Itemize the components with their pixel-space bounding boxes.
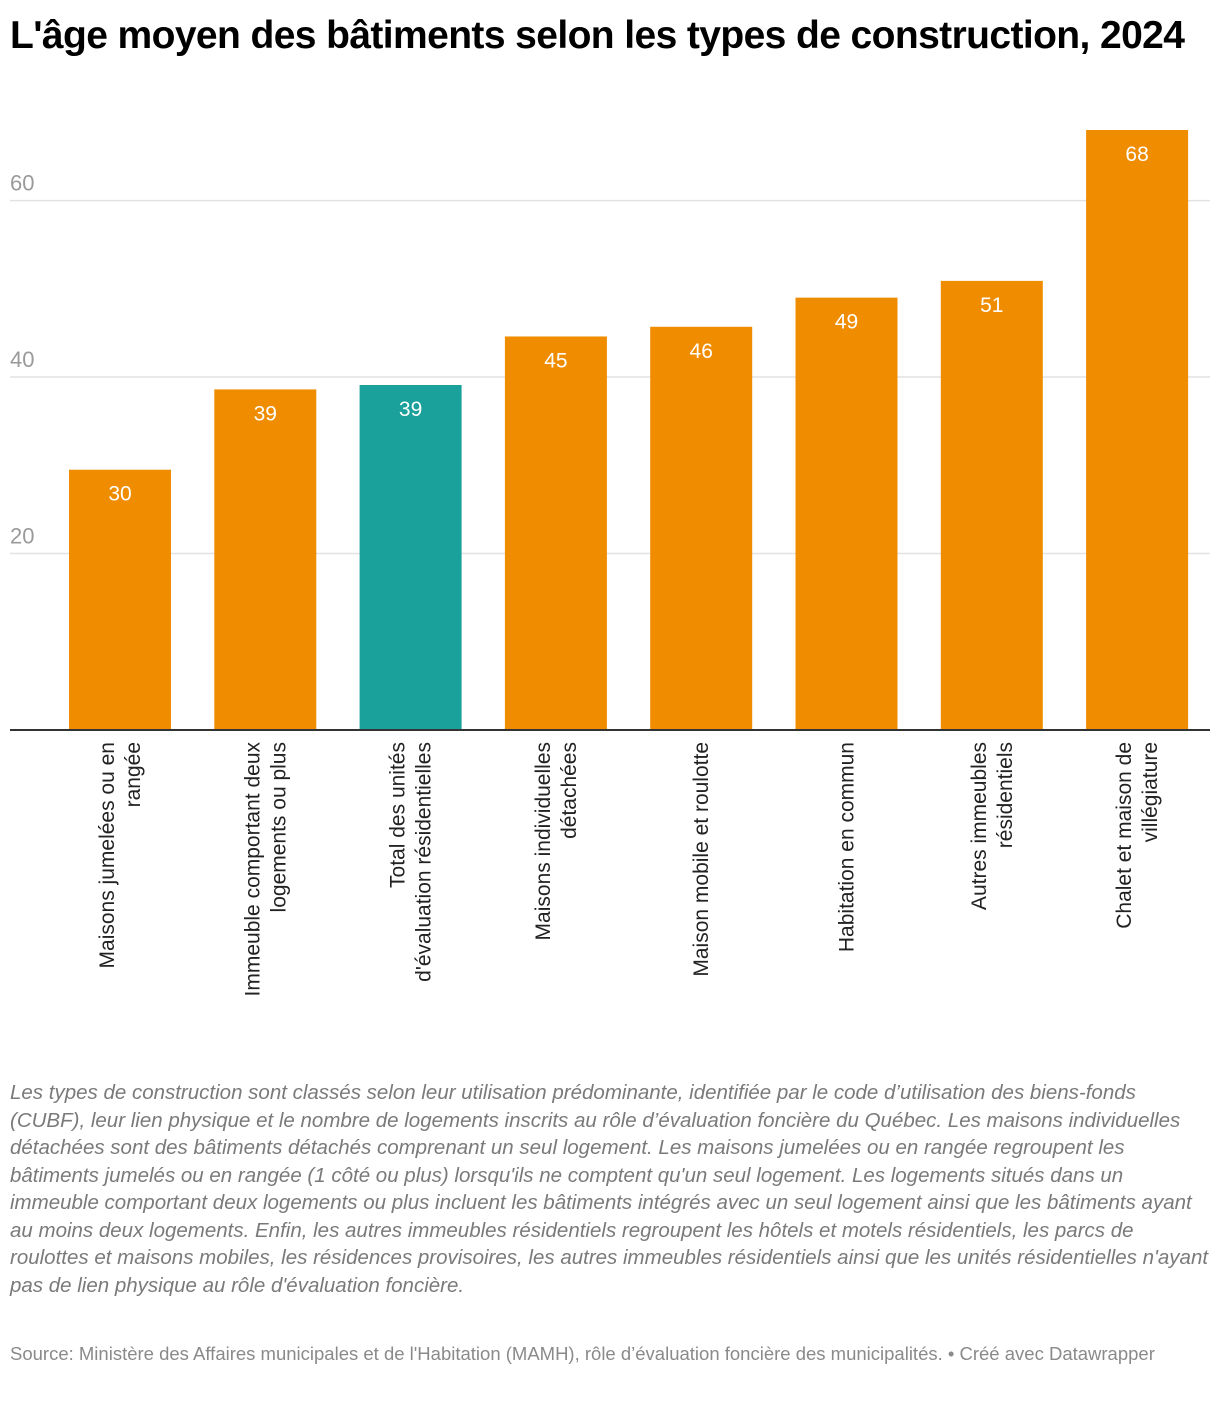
bar-value-labels: 30 39 39 45 46 49 51 68 <box>108 143 1148 506</box>
bar-value-label: 51 <box>980 294 1003 317</box>
y-tick-label: 40 <box>10 347 34 372</box>
bar <box>795 297 898 730</box>
bar-value-label: 46 <box>690 340 713 363</box>
bar <box>214 389 317 730</box>
bar <box>1086 130 1189 730</box>
bar <box>650 326 753 730</box>
bar <box>69 469 171 730</box>
category-label: Maison mobile et roulotte <box>690 742 713 977</box>
category-label: Maisons individuelles détachées <box>532 742 581 940</box>
category-label: Habitation en commun <box>836 742 859 952</box>
chart-source: Source: Ministère des Affaires municipal… <box>10 1343 1155 1364</box>
chart-title: L'âge moyen des bâtiments selon les type… <box>10 14 1185 57</box>
bar <box>504 336 607 730</box>
category-label: Maisons jumelées ou en rangée <box>96 742 145 968</box>
bar-value-label: 49 <box>835 311 858 334</box>
category-label: Total des unités d'évaluation résidentiel… <box>387 742 436 982</box>
category-label: Immeuble comportant deux logements ou plu… <box>241 742 290 997</box>
bar <box>359 385 462 730</box>
bars <box>69 130 1189 730</box>
y-tick-label: 20 <box>10 524 34 549</box>
bar-value-label: 30 <box>108 483 131 506</box>
y-tick-label: 60 <box>10 171 34 196</box>
bar <box>940 280 1043 730</box>
bar-value-label: 68 <box>1125 143 1148 166</box>
bar-chart: 20 40 60 30 39 39 45 46 49 51 68 Maisons jumelées… <box>10 130 1210 997</box>
svg-text:Maison mobile et roulotte: Maison mobile et roulotte <box>690 742 713 977</box>
category-labels: Maisons jumelées ou en rangée Immeuble com… <box>96 742 1162 997</box>
category-label: Chalet et maison de villégiature <box>1113 742 1162 929</box>
category-label: Autres immeubles résidentiels <box>968 742 1017 910</box>
bar-value-label: 39 <box>254 402 277 425</box>
svg-text:Habitation en commun: Habitation en commun <box>836 742 859 952</box>
chart-notes: Les types de construction sont classés s… <box>10 1081 1209 1297</box>
bar-value-label: 45 <box>544 349 567 372</box>
bar-value-label: 39 <box>399 398 422 421</box>
